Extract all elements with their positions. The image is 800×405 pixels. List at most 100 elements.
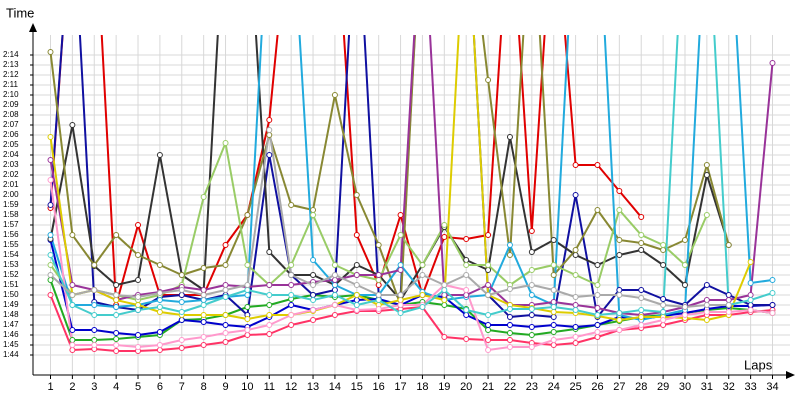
y-axis-label: Time	[6, 5, 34, 20]
lap-marker	[638, 232, 645, 238]
lap-marker	[244, 282, 251, 288]
lap-marker	[528, 324, 535, 330]
lap-marker	[331, 272, 338, 278]
lap-marker	[572, 324, 579, 330]
lap-marker	[550, 299, 557, 305]
lap-marker	[222, 339, 229, 345]
x-tick-label: 17	[394, 381, 406, 393]
lap-marker	[222, 330, 229, 336]
lap-marker	[769, 277, 776, 283]
lap-marker	[506, 322, 513, 328]
lap-marker	[156, 329, 163, 335]
y-tick-label: 2:14	[3, 50, 19, 59]
lap-marker	[331, 302, 338, 308]
lap-marker	[69, 282, 76, 288]
lap-marker	[397, 297, 404, 303]
lap-marker	[266, 117, 273, 123]
lap-marker	[616, 237, 623, 243]
lap-marker	[244, 316, 251, 322]
lap-marker	[266, 132, 273, 138]
lap-marker	[485, 262, 492, 268]
x-tick-label: 20	[460, 381, 472, 393]
lap-marker	[463, 287, 470, 293]
lap-marker	[616, 188, 623, 194]
lap-marker	[310, 282, 317, 288]
lap-marker	[135, 302, 142, 308]
lap-marker	[747, 302, 754, 308]
lap-marker	[113, 348, 120, 354]
y-tick-label: 2:03	[3, 160, 19, 169]
lap-marker	[288, 202, 295, 208]
lap-marker	[375, 242, 382, 248]
lap-marker	[113, 342, 120, 348]
lap-marker	[572, 192, 579, 198]
x-tick-label: 25	[569, 381, 581, 393]
lap-marker	[725, 302, 732, 308]
x-tick-label: 19	[438, 381, 450, 393]
lap-marker	[135, 222, 142, 228]
x-axis-arrow	[786, 371, 795, 379]
lap-marker	[441, 297, 448, 303]
lap-marker	[660, 247, 667, 253]
lap-marker	[463, 262, 470, 268]
lap-marker	[375, 277, 382, 283]
lap-marker	[135, 344, 142, 350]
lap-marker	[485, 337, 492, 343]
lap-marker	[266, 152, 273, 158]
lap-marker	[769, 60, 776, 66]
lap-marker	[135, 332, 142, 338]
lap-marker	[638, 295, 645, 301]
x-tick-label: 18	[416, 381, 428, 393]
lap-marker	[616, 292, 623, 298]
lap-marker	[616, 207, 623, 213]
lap-marker	[485, 347, 492, 353]
x-tick-label: 11	[264, 381, 275, 393]
lap-marker	[506, 252, 513, 258]
lap-marker	[156, 347, 163, 353]
lap-marker	[91, 262, 98, 268]
y-tick-label: 1:55	[3, 240, 19, 249]
lap-marker	[266, 282, 273, 288]
lap-marker	[91, 312, 98, 318]
lap-marker	[47, 177, 54, 183]
lap-marker	[200, 265, 207, 271]
lap-marker	[353, 272, 360, 278]
lap-marker	[441, 334, 448, 340]
series-line	[49, 294, 773, 352]
lap-marker	[222, 294, 229, 300]
x-tick-label: 9	[222, 381, 228, 393]
lap-marker	[353, 307, 360, 313]
lap-marker	[288, 302, 295, 308]
x-tick-label: 23	[526, 381, 538, 393]
lap-marker	[113, 232, 120, 238]
lap-marker	[353, 192, 360, 198]
lap-marker	[222, 242, 229, 248]
lap-marker	[485, 292, 492, 298]
lap-marker	[331, 92, 338, 98]
x-tick-label: 34	[766, 381, 778, 393]
y-tick-label: 2:08	[3, 110, 19, 119]
lap-marker	[485, 312, 492, 318]
lap-marker	[266, 302, 273, 308]
lap-marker	[550, 314, 557, 320]
lap-marker	[550, 337, 557, 343]
lap-marker	[638, 240, 645, 246]
lap-marker	[47, 134, 54, 140]
lap-marker	[419, 272, 426, 278]
lap-marker	[375, 292, 382, 298]
lap-marker	[660, 296, 667, 302]
y-tick-label: 2:00	[3, 190, 19, 199]
y-tick-label: 1:53	[3, 260, 19, 269]
series-line	[49, 129, 729, 308]
lap-marker	[266, 249, 273, 255]
lap-marker	[353, 302, 360, 308]
x-tick-label: 21	[482, 381, 494, 393]
lap-marker	[463, 307, 470, 313]
lap-marker	[310, 257, 317, 263]
lap-marker	[200, 194, 207, 200]
lap-marker	[47, 277, 54, 283]
lap-marker	[156, 342, 163, 348]
lap-marker	[310, 292, 317, 298]
lap-marker	[397, 212, 404, 218]
lap-marker	[528, 267, 535, 273]
